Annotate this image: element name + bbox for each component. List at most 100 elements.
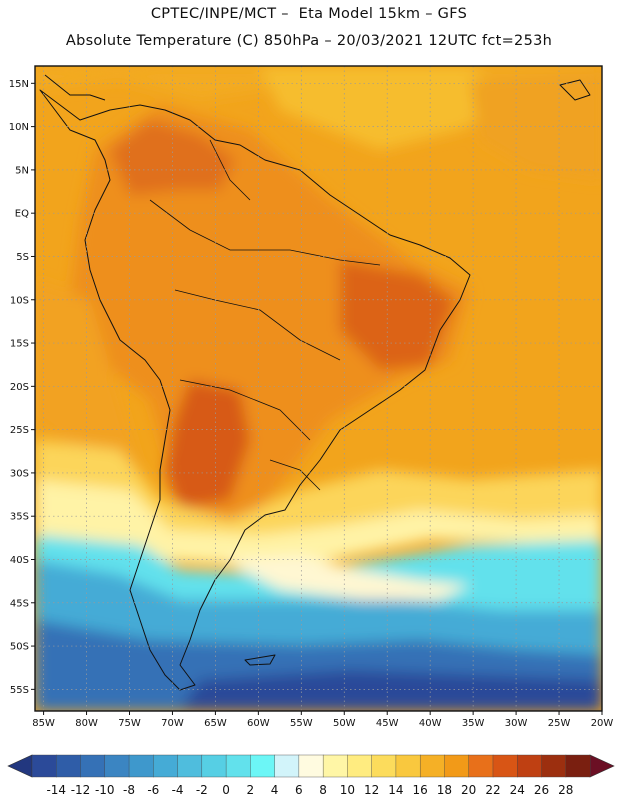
lat-tick-label: 55S: [10, 685, 29, 696]
colorbar: -14 -12 -10 -8 -6 -4 -2 0 2 4 6 8 10 12 14 16 18 20 22 24 26…: [7, 754, 615, 797]
colorbar-swatch: [104, 754, 130, 778]
lon-tick-label: 20W: [591, 718, 614, 729]
lon-tick-label: 80W: [75, 718, 98, 729]
colorbar-label: 18: [437, 783, 452, 797]
lon-tick-label: 50W: [333, 718, 356, 729]
colorbar-swatch: [80, 754, 106, 778]
colorbar-swatch: [31, 754, 57, 778]
field-coldest-band: [180, 670, 602, 711]
caribbean-islands: [559, 79, 591, 101]
lat-tick-label: 5N: [15, 165, 29, 176]
lat-tick-label: 15N: [9, 79, 29, 90]
colorbar-swatch: [565, 754, 591, 778]
colorbar-label: 22: [485, 783, 500, 797]
lon-tick-label: 45W: [376, 718, 399, 729]
lon-tick-label: 40W: [419, 718, 442, 729]
colorbar-label: 12: [364, 783, 379, 797]
field-ne-atlantic: [470, 70, 602, 180]
colorbar-swatch: [201, 754, 227, 778]
lat-tick-label: 15S: [10, 339, 29, 350]
colorbar-swatch: [225, 754, 251, 778]
map-frame: [34, 65, 603, 712]
colorbar-swatch: [322, 754, 348, 778]
border-amazon: [149, 199, 381, 266]
colorbar-swatch: [153, 754, 179, 778]
field-brazil-hot: [340, 260, 455, 370]
lat-tick-label: 10S: [10, 295, 29, 306]
colorbar-swatch: [468, 754, 494, 778]
colorbar-label: -12: [71, 783, 91, 797]
lat-tick-label: 25S: [10, 425, 29, 436]
colorbar-swatch: [517, 754, 542, 778]
border-paraguay: [179, 379, 311, 441]
falklands-coast: [244, 654, 276, 666]
lat-tick-label: 10N: [9, 122, 29, 133]
colorbar-label: -14: [46, 783, 66, 797]
lat-tick-label: 50S: [10, 642, 29, 653]
colorbar-swatch: [56, 754, 82, 778]
lat-tick-label: 35S: [10, 512, 29, 523]
colorbar-label: 26: [534, 783, 549, 797]
colorbar-over-arrow: [589, 754, 615, 778]
colorbar-label: 10: [340, 783, 355, 797]
colorbar-swatch: [250, 754, 276, 778]
lon-tick-label: 25W: [548, 718, 571, 729]
colorbar-swatch: [541, 754, 567, 778]
lon-tick-label: 75W: [118, 718, 141, 729]
colorbar-swatch: [371, 754, 397, 778]
colorbar-label: 4: [271, 783, 279, 797]
colorbar-label: -10: [95, 783, 115, 797]
longitude-axis: 85W 80W 75W 70W 65W 60W 55W 50W 45W 40W 35W 30W 25W 2…: [32, 711, 613, 729]
lon-tick-label: 30W: [505, 718, 528, 729]
colorbar-label: 20: [461, 783, 476, 797]
colorbar-label: -8: [123, 783, 135, 797]
political-borders: [149, 139, 381, 491]
colorbar-label: 24: [510, 783, 525, 797]
colorbar-swatch: [395, 754, 421, 778]
lat-tick-label: 40S: [10, 555, 29, 566]
colorbar-under-arrow: [7, 754, 33, 778]
latitude-axis: 15N 10N 5N EQ 5S 10S 15S 20S 25S 30S 35S 40S 45S 50S 5…: [9, 79, 35, 696]
lat-tick-label: 20S: [10, 382, 29, 393]
field-pale-band: [35, 480, 602, 565]
border-bolivia: [174, 289, 341, 361]
lon-tick-label: 65W: [204, 718, 227, 729]
temperature-field: [35, 66, 602, 711]
colorbar-swatch: [177, 754, 203, 778]
field-cream-tongue: [220, 555, 470, 600]
colorbar-label: 6: [295, 783, 303, 797]
title-line-2: Absolute Temperature (C) 850hPa – 20/03/…: [65, 33, 553, 49]
lon-tick-label: 85W: [32, 718, 55, 729]
field-pacific-west: [35, 280, 140, 470]
graticule: [35, 66, 602, 711]
colorbar-label: -6: [147, 783, 159, 797]
lon-tick-label: 35W: [462, 718, 485, 729]
lat-tick-label: 45S: [10, 598, 29, 609]
lat-tick-label: EQ: [15, 209, 29, 220]
lon-tick-label: 55W: [290, 718, 313, 729]
field-chaco-hot: [165, 380, 250, 510]
colorbar-swatch: [347, 754, 373, 778]
colorbar-label: -2: [196, 783, 208, 797]
central-america-coast: [44, 74, 106, 101]
field-atlantic-light: [260, 66, 520, 150]
colorbar-label: 2: [247, 783, 255, 797]
lat-tick-label: 30S: [10, 468, 29, 479]
lat-tick-label: 5S: [16, 252, 29, 263]
colorbar-label: -4: [172, 783, 184, 797]
colorbar-swatch: [298, 754, 324, 778]
south-america-coast: [39, 89, 471, 691]
colorbar-label: 8: [319, 783, 327, 797]
colorbar-label: 0: [222, 783, 230, 797]
colorbar-label: 16: [413, 783, 428, 797]
colorbar-swatch: [419, 754, 445, 778]
title-line-1: CPTEC/INPE/MCT – Eta Model 15km – GFS: [150, 6, 468, 22]
colorbar-swatch: [274, 754, 300, 778]
colorbar-label: 14: [388, 783, 403, 797]
colorbar-swatch: [128, 754, 154, 778]
colorbar-swatch: [444, 754, 470, 778]
colorbar-swatch: [492, 754, 518, 778]
lon-tick-label: 60W: [247, 718, 270, 729]
border-venezuela: [209, 139, 251, 201]
